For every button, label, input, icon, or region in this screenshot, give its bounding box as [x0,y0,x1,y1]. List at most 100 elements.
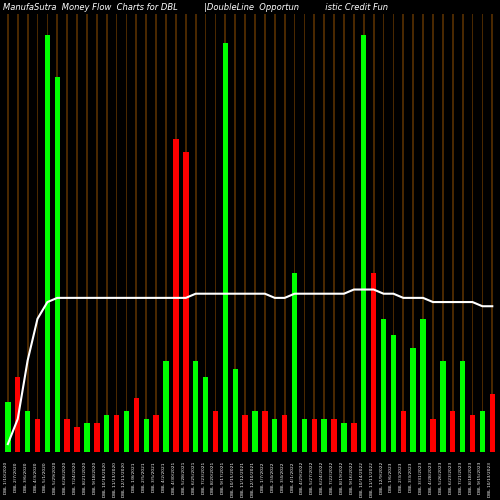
Bar [460,360,466,452]
Bar [333,14,335,452]
Bar [490,394,495,452]
Bar [284,14,286,452]
Bar [402,14,404,452]
Bar [183,152,188,453]
Bar [56,14,58,452]
Bar [234,14,236,452]
Bar [25,410,30,453]
Bar [302,419,307,452]
Bar [66,14,68,452]
Bar [392,14,394,452]
Bar [154,415,159,453]
Bar [324,14,325,452]
Bar [214,14,216,452]
Bar [272,419,278,452]
Bar [146,14,147,452]
Text: ManufaSutra  Money Flow  Charts for DBL          |DoubleLine  Opportun          : ManufaSutra Money Flow Charts for DBL |D… [3,3,388,12]
Bar [74,428,80,452]
Bar [254,14,256,452]
Bar [442,14,444,452]
Bar [124,410,129,453]
Bar [322,419,327,452]
Bar [193,360,198,452]
Bar [106,14,108,452]
Bar [242,415,248,453]
Bar [144,419,149,452]
Bar [470,415,475,453]
Bar [312,419,317,452]
Bar [430,419,436,452]
Bar [264,14,266,452]
Bar [26,14,28,452]
Bar [134,398,139,452]
Bar [204,14,206,452]
Bar [332,419,337,452]
Bar [363,14,364,452]
Bar [373,14,374,452]
Bar [304,14,306,452]
Bar [175,14,177,452]
Bar [440,360,446,452]
Bar [292,273,298,452]
Bar [195,14,196,452]
Bar [203,377,208,452]
Bar [452,14,454,452]
Bar [410,348,416,453]
Bar [420,319,426,452]
Bar [282,415,288,453]
Bar [126,14,128,452]
Bar [422,14,424,452]
Bar [381,319,386,452]
Bar [353,14,355,452]
Bar [64,419,70,452]
Bar [351,423,356,452]
Bar [84,423,89,452]
Bar [314,14,315,452]
Bar [492,14,493,452]
Bar [412,14,414,452]
Bar [361,35,366,452]
Bar [450,410,456,453]
Bar [15,377,20,452]
Bar [472,14,474,452]
Bar [54,76,60,452]
Bar [86,14,88,452]
Bar [17,14,18,452]
Bar [46,14,48,452]
Bar [222,43,228,453]
Bar [482,14,484,452]
Bar [432,14,434,452]
Bar [96,14,98,452]
Bar [371,273,376,452]
Bar [104,415,110,453]
Bar [294,14,296,452]
Bar [252,410,258,453]
Bar [165,14,167,452]
Bar [76,14,78,452]
Bar [212,410,218,453]
Bar [480,410,485,453]
Bar [462,14,464,452]
Bar [36,14,38,452]
Bar [156,14,157,452]
Bar [342,423,346,452]
Bar [185,14,186,452]
Bar [382,14,384,452]
Bar [262,410,268,453]
Bar [116,14,117,452]
Bar [274,14,276,452]
Bar [224,14,226,452]
Bar [114,415,119,453]
Bar [343,14,345,452]
Bar [5,402,10,452]
Bar [35,419,40,452]
Bar [136,14,138,452]
Bar [7,14,8,452]
Bar [164,360,168,452]
Bar [94,423,100,452]
Bar [244,14,246,452]
Bar [390,336,396,452]
Bar [400,410,406,453]
Bar [173,139,178,452]
Bar [232,369,238,452]
